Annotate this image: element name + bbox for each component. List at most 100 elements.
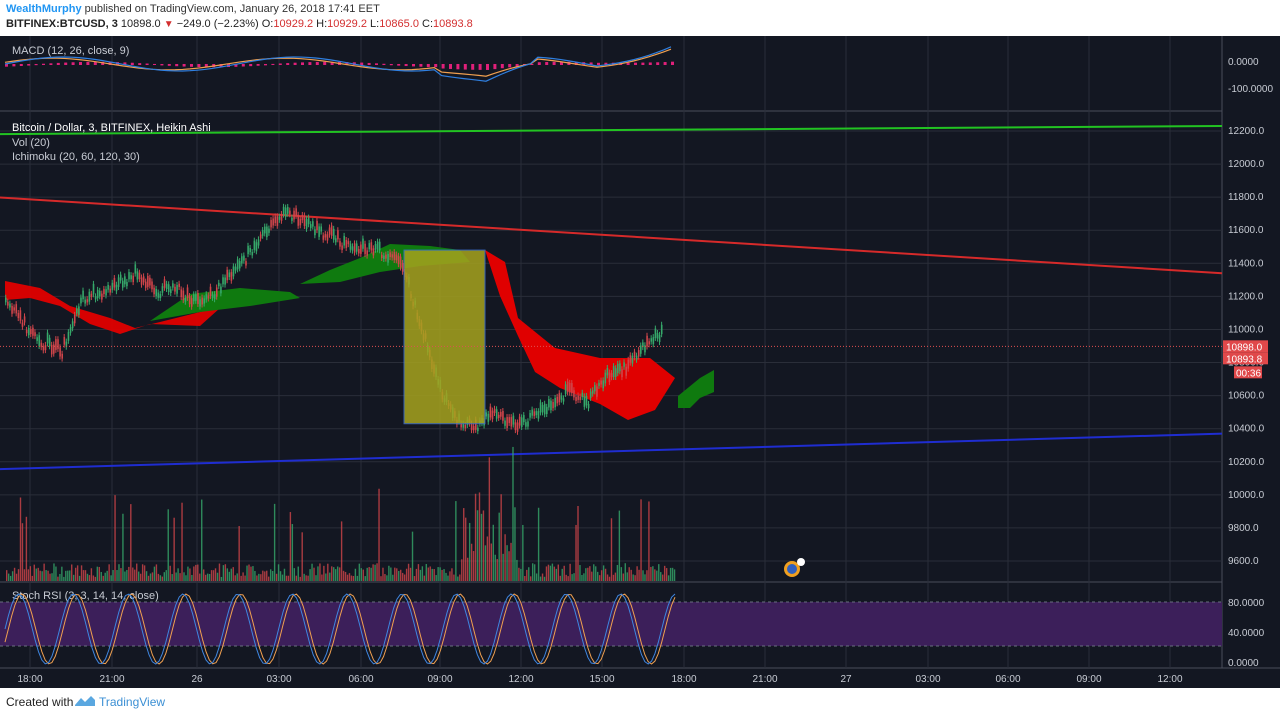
candle-body <box>46 332 49 344</box>
volume-bar <box>266 570 268 581</box>
volume-bar <box>482 510 485 581</box>
volume-bar <box>110 575 112 581</box>
candle-body <box>63 337 66 345</box>
volume-bar <box>455 501 457 581</box>
price-tick-label: 10200.0 <box>1228 457 1265 468</box>
volume-bar <box>203 569 205 581</box>
candle-body <box>614 368 617 377</box>
volume-bar <box>191 575 193 581</box>
candle-body <box>504 420 506 426</box>
candle-body <box>623 362 625 367</box>
volume-bar <box>23 569 26 581</box>
upper-green-trendline <box>0 125 1223 136</box>
candle-body <box>305 218 308 229</box>
close-label: C: <box>422 18 434 30</box>
candle-body <box>115 284 118 292</box>
candle-body <box>554 397 556 408</box>
volume-bar <box>102 575 104 581</box>
volume-bar <box>648 501 650 581</box>
time-tick-label: 03:00 <box>266 674 291 685</box>
macd-histogram-bar <box>330 61 334 65</box>
candle-body <box>558 393 561 403</box>
macd-histogram-bar <box>93 61 97 65</box>
trading-chart[interactable]: 18:00 21:00 26 03:00 06:00 09:00 12:00 15:00 18:… <box>0 36 1280 688</box>
macd-histogram-bar <box>441 64 445 69</box>
candle-body <box>207 295 210 299</box>
volume-bar <box>660 572 662 581</box>
tradingview-brand[interactable]: TradingView <box>99 695 166 709</box>
volume-bar <box>522 524 524 581</box>
volume-bar <box>526 569 528 581</box>
candle-body <box>99 290 101 297</box>
low-label: L: <box>370 18 380 30</box>
candle-body <box>193 294 195 302</box>
volume-bar <box>177 568 179 581</box>
candle-body <box>201 297 203 305</box>
candle-body <box>389 252 391 258</box>
candle-body <box>573 390 575 398</box>
volume-bar <box>622 573 625 581</box>
volume-bar <box>449 571 451 581</box>
highlight-rectangle <box>403 249 486 425</box>
volume-bar <box>606 574 609 581</box>
volume-bar <box>90 568 93 581</box>
candle-body <box>598 382 600 386</box>
candle-body <box>241 256 243 264</box>
volume-bar <box>342 570 345 581</box>
volume-bar <box>25 516 28 581</box>
candle-body <box>121 280 124 288</box>
candle-body <box>299 218 302 226</box>
author-link[interactable]: WealthMurphy <box>6 3 82 15</box>
candle-body <box>579 396 582 400</box>
volume-bar <box>407 563 410 581</box>
candle-body <box>213 294 216 300</box>
volume-bar <box>173 517 175 581</box>
candle-body <box>243 255 245 261</box>
candle-body <box>550 400 552 411</box>
candle-body <box>320 226 323 232</box>
candle-body <box>506 417 508 428</box>
low-value: 10865.0 <box>379 18 419 30</box>
countdown-tag <box>1234 366 1262 379</box>
candle-body <box>228 272 231 278</box>
candle-body <box>527 421 529 427</box>
stoch-rsi-tick-label: 40.0000 <box>1228 628 1265 639</box>
candle-body <box>40 342 43 348</box>
candle-body <box>637 350 640 357</box>
volume-bar <box>35 568 37 581</box>
candle-body <box>656 332 659 339</box>
candle-body <box>372 248 375 256</box>
volume-bar <box>480 513 483 581</box>
volume-bar <box>187 566 189 581</box>
volume-bar <box>224 564 227 581</box>
published-text: published on TradingView.com, January 26… <box>84 3 380 15</box>
candle-body <box>556 396 559 404</box>
volume-bar <box>429 566 431 581</box>
volume-bar <box>45 570 47 581</box>
volume-bar <box>65 570 67 581</box>
candle-body <box>355 243 358 252</box>
candle-body <box>53 344 55 354</box>
macd-histogram-bar <box>589 62 593 65</box>
price-tick-label: 11600.0 <box>1228 225 1264 236</box>
volume-bar <box>374 564 376 581</box>
candle-body <box>13 307 15 311</box>
volume-bar <box>415 568 418 581</box>
volume-bar <box>116 570 118 581</box>
candle-body <box>188 296 191 305</box>
candle-body <box>218 282 220 287</box>
candle-body <box>610 373 613 378</box>
volume-bar <box>120 568 122 581</box>
macd-histogram-bar <box>79 62 82 65</box>
macd-histogram-bar <box>5 64 8 67</box>
volume-bar <box>451 568 453 581</box>
candle-body <box>178 283 180 287</box>
candle-body <box>529 413 531 418</box>
volume-bar <box>431 568 433 581</box>
candle-body <box>73 314 76 324</box>
stoch-rsi-label: Stoch RSI (3, 3, 14, 14, close) <box>12 590 159 602</box>
candle-body <box>172 283 174 288</box>
candle-body <box>608 372 611 382</box>
macd-histogram-bar <box>49 63 53 65</box>
volume-bar <box>104 572 106 581</box>
